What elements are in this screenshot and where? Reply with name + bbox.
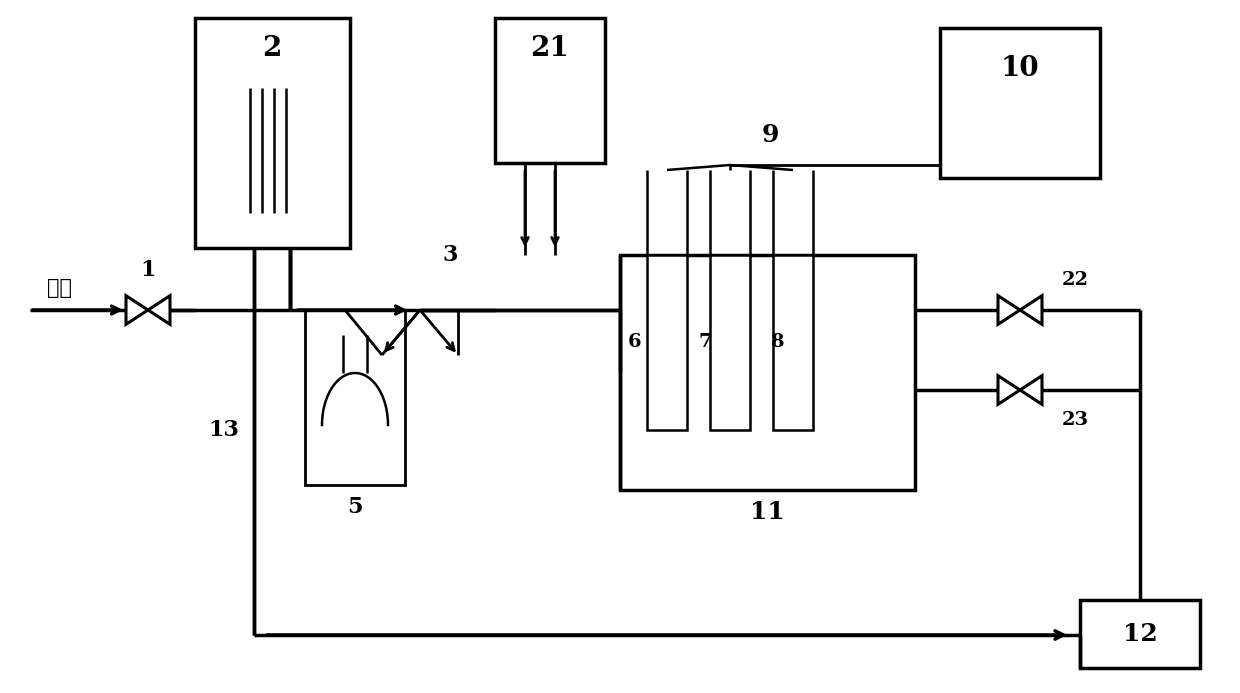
Text: 3: 3: [443, 244, 458, 266]
Text: 11: 11: [750, 500, 785, 524]
Text: 12: 12: [1122, 622, 1157, 646]
Bar: [711, 255, 750, 430]
Bar: [305, 310, 405, 485]
Text: 8: 8: [771, 333, 785, 351]
Text: 9: 9: [761, 123, 779, 147]
Polygon shape: [126, 296, 148, 324]
Bar: [940, 28, 1100, 178]
Text: 1: 1: [140, 259, 156, 281]
Text: 23: 23: [1061, 411, 1089, 429]
Text: 21: 21: [531, 35, 569, 62]
Text: 5: 5: [347, 496, 363, 518]
Polygon shape: [1021, 296, 1042, 324]
Text: 水样: 水样: [47, 278, 72, 298]
Bar: [620, 255, 915, 490]
Text: 13: 13: [208, 419, 239, 441]
Polygon shape: [1021, 376, 1042, 404]
Text: 22: 22: [1061, 271, 1089, 289]
Text: 2: 2: [263, 35, 281, 62]
Bar: [495, 18, 605, 163]
Text: 10: 10: [1001, 55, 1039, 82]
Bar: [773, 255, 813, 430]
Bar: [1080, 600, 1200, 668]
Polygon shape: [998, 296, 1021, 324]
Text: 6: 6: [629, 333, 642, 351]
Polygon shape: [148, 296, 170, 324]
Bar: [195, 18, 350, 248]
Text: 7: 7: [698, 333, 712, 351]
Polygon shape: [998, 376, 1021, 404]
Bar: [647, 255, 687, 430]
